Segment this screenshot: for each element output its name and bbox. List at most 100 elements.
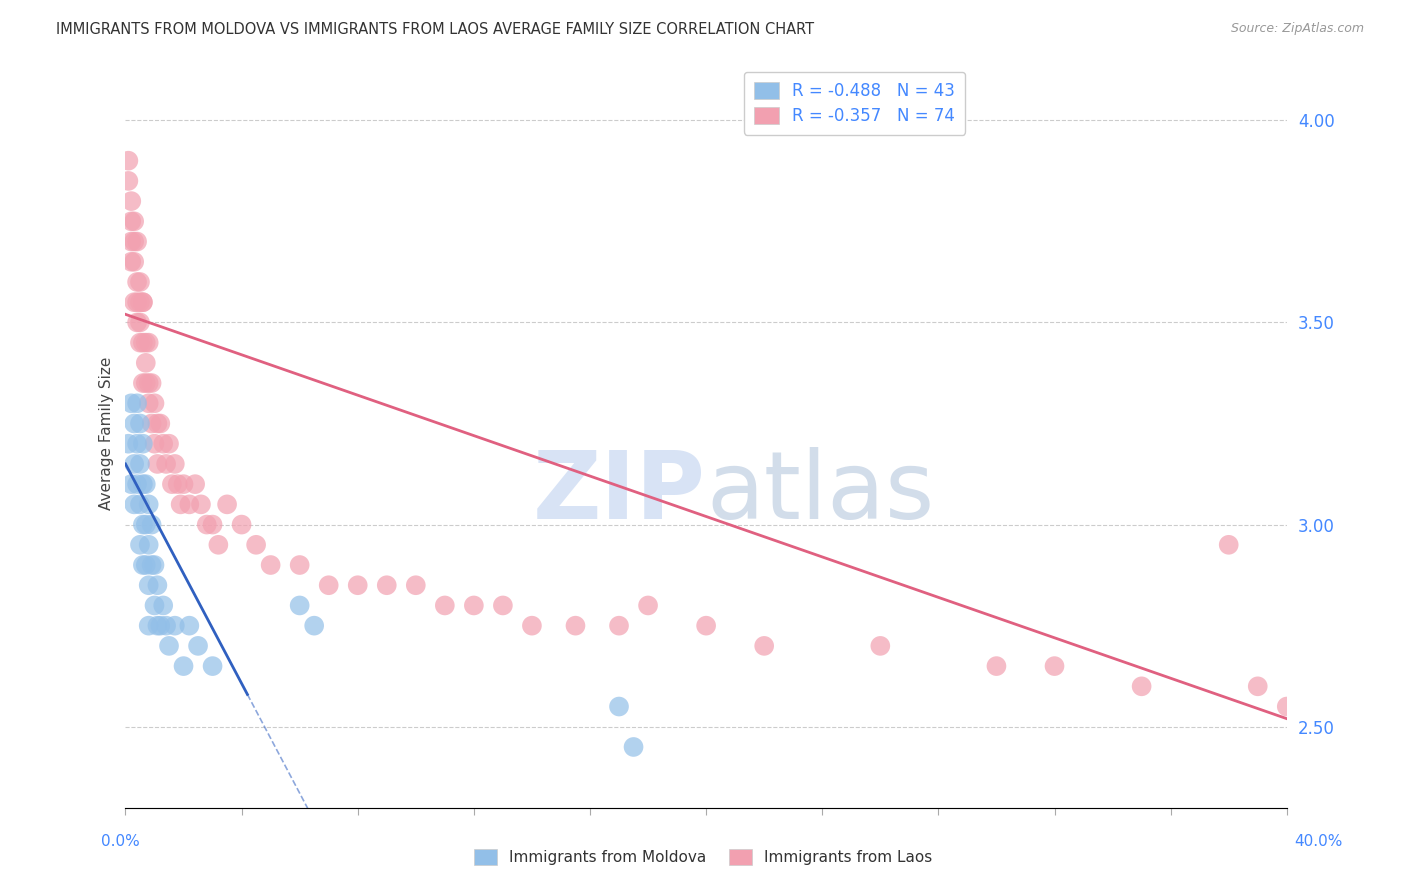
Point [318, 578, 340, 592]
Point [135, 356, 157, 370]
Point [132, 295, 155, 310]
Point [125, 436, 148, 450]
Point [129, 538, 152, 552]
Point [986, 659, 1008, 673]
Point [132, 376, 155, 390]
Point [160, 477, 183, 491]
Point [146, 618, 169, 632]
Point [122, 254, 145, 268]
Point [132, 477, 155, 491]
Point [132, 436, 155, 450]
Point [122, 235, 145, 249]
Point [117, 436, 139, 450]
Point [201, 659, 224, 673]
Point [138, 578, 160, 592]
Point [754, 639, 776, 653]
Point [129, 295, 152, 310]
Point [217, 497, 239, 511]
Point [129, 335, 152, 350]
Point [135, 376, 157, 390]
Point [190, 497, 212, 511]
Text: Source: ZipAtlas.com: Source: ZipAtlas.com [1230, 22, 1364, 36]
Point [138, 396, 160, 410]
Point [143, 599, 166, 613]
Y-axis label: Average Family Size: Average Family Size [100, 357, 114, 510]
Point [132, 335, 155, 350]
Point [623, 739, 645, 754]
Point [375, 578, 398, 592]
Point [120, 194, 142, 208]
Point [125, 477, 148, 491]
Point [135, 477, 157, 491]
Point [122, 295, 145, 310]
Point [138, 497, 160, 511]
Point [695, 618, 717, 632]
Text: IMMIGRANTS FROM MOLDOVA VS IMMIGRANTS FROM LAOS AVERAGE FAMILY SIZE CORRELATION : IMMIGRANTS FROM MOLDOVA VS IMMIGRANTS FR… [56, 22, 814, 37]
Point [122, 417, 145, 431]
Point [302, 618, 325, 632]
Point [187, 639, 209, 653]
Point [433, 599, 456, 613]
Point [129, 275, 152, 289]
Point [120, 254, 142, 268]
Point [117, 174, 139, 188]
Point [146, 457, 169, 471]
Point [607, 618, 630, 632]
Point [1218, 538, 1240, 552]
Point [120, 396, 142, 410]
Text: ZIP: ZIP [533, 448, 706, 540]
Point [184, 477, 207, 491]
Point [141, 376, 163, 390]
Point [564, 618, 586, 632]
Point [135, 558, 157, 572]
Point [149, 618, 172, 632]
Point [138, 335, 160, 350]
Point [152, 599, 174, 613]
Point [141, 558, 163, 572]
Point [125, 295, 148, 310]
Text: 40.0%: 40.0% [1295, 834, 1343, 849]
Point [122, 497, 145, 511]
Point [138, 618, 160, 632]
Point [179, 497, 201, 511]
Point [463, 599, 485, 613]
Point [1043, 659, 1066, 673]
Point [346, 578, 368, 592]
Point [869, 639, 891, 653]
Point [637, 599, 659, 613]
Point [143, 436, 166, 450]
Point [125, 235, 148, 249]
Point [157, 436, 180, 450]
Point [245, 538, 267, 552]
Point [135, 517, 157, 532]
Point [201, 517, 224, 532]
Point [163, 618, 186, 632]
Point [141, 417, 163, 431]
Point [125, 275, 148, 289]
Point [129, 417, 152, 431]
Point [173, 477, 195, 491]
Point [125, 315, 148, 329]
Point [129, 457, 152, 471]
Point [288, 599, 311, 613]
Legend: Immigrants from Moldova, Immigrants from Laos: Immigrants from Moldova, Immigrants from… [468, 843, 938, 871]
Point [231, 517, 253, 532]
Point [132, 558, 155, 572]
Point [135, 335, 157, 350]
Point [120, 214, 142, 228]
Point [1275, 699, 1298, 714]
Point [1130, 679, 1153, 693]
Point [138, 376, 160, 390]
Point [163, 457, 186, 471]
Point [179, 618, 201, 632]
Point [1247, 679, 1270, 693]
Point [138, 538, 160, 552]
Point [125, 396, 148, 410]
Point [117, 153, 139, 168]
Point [122, 214, 145, 228]
Point [149, 417, 172, 431]
Point [120, 477, 142, 491]
Point [146, 417, 169, 431]
Point [152, 436, 174, 450]
Point [173, 659, 195, 673]
